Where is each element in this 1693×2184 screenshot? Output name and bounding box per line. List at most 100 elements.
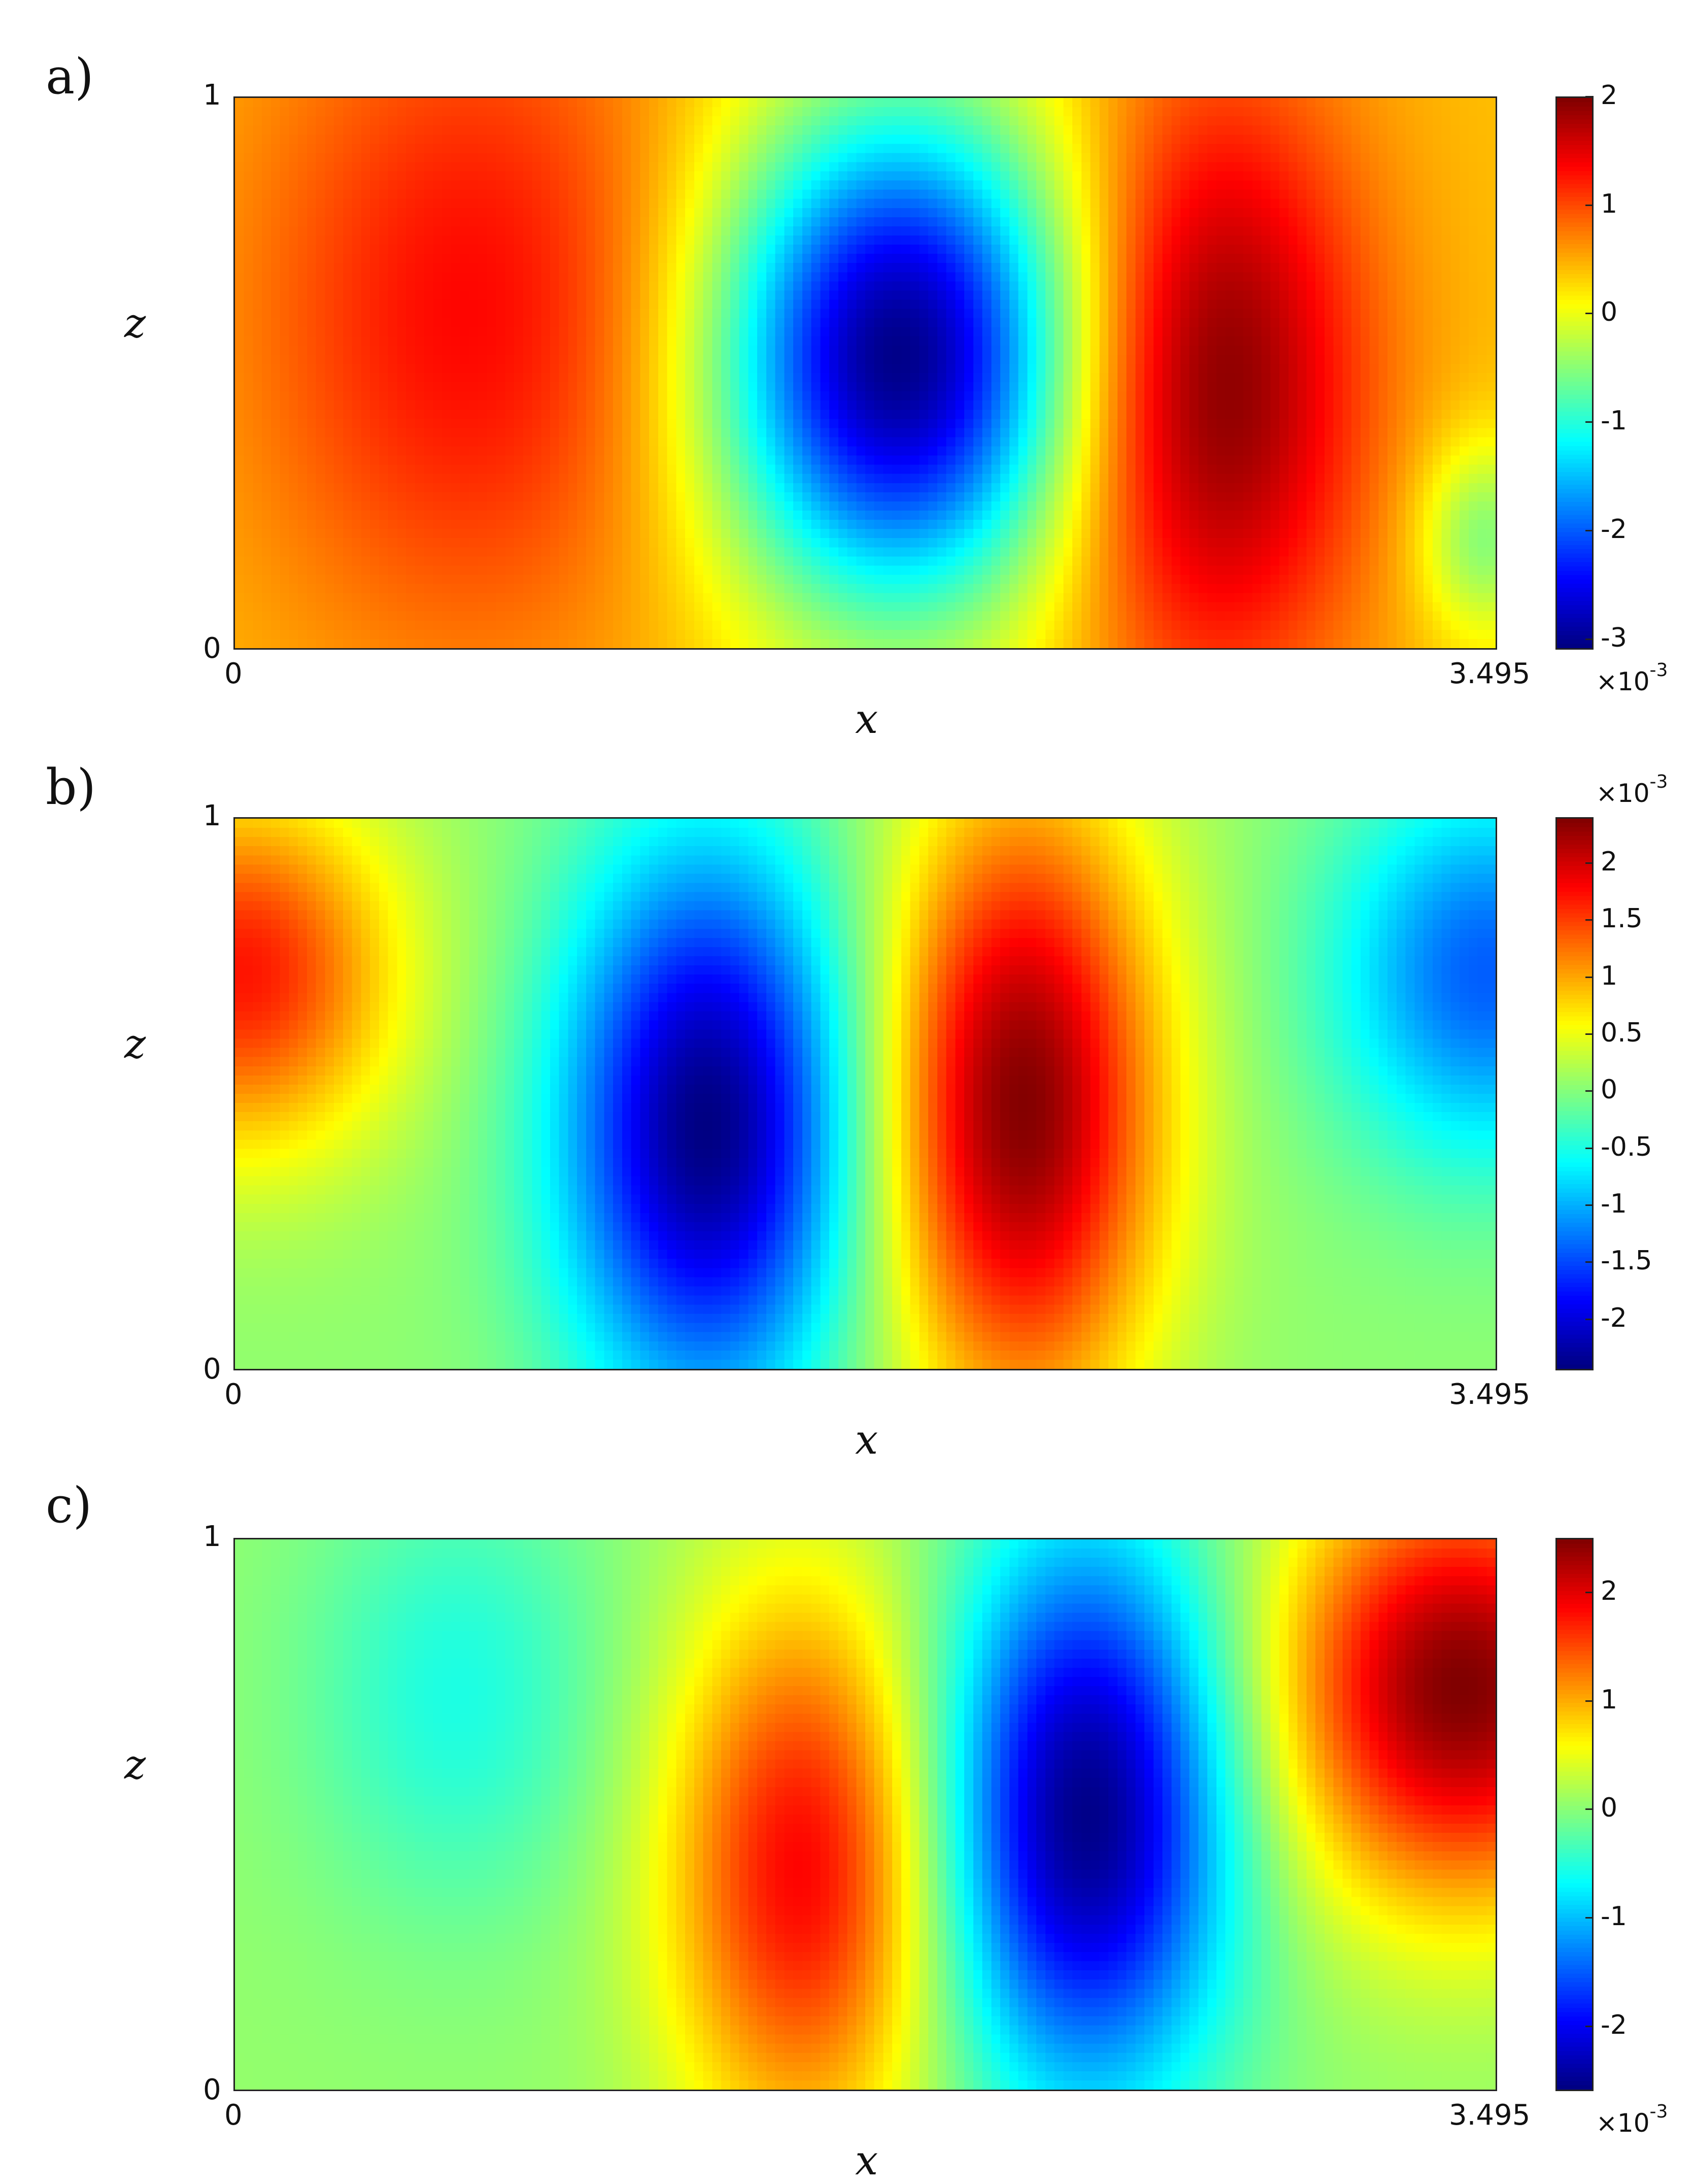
heatmap-cell xyxy=(262,236,272,245)
heatmap-cell xyxy=(1406,364,1415,374)
heatmap-cell xyxy=(1478,217,1487,227)
heatmap-cell xyxy=(991,153,1001,162)
heatmap-cell xyxy=(1118,107,1127,117)
heatmap-cell xyxy=(1378,391,1388,401)
heatmap-cell xyxy=(1154,125,1163,135)
heatmap-cell xyxy=(478,236,488,245)
heatmap-cell xyxy=(451,410,461,419)
heatmap-cell xyxy=(865,217,875,227)
heatmap-cell xyxy=(848,172,857,181)
heatmap-cell xyxy=(1027,400,1037,410)
heatmap-cell xyxy=(568,337,578,346)
heatmap-cell xyxy=(1334,98,1343,108)
heatmap-cell xyxy=(1118,263,1127,273)
heatmap-cell xyxy=(1226,382,1235,392)
heatmap-cell xyxy=(1262,199,1271,209)
heatmap-cell xyxy=(928,373,938,383)
heatmap-cell xyxy=(757,153,767,162)
heatmap-cell xyxy=(1469,327,1478,337)
heatmap-cell xyxy=(532,410,542,419)
heatmap-cell xyxy=(658,400,668,410)
heatmap-cell xyxy=(622,290,632,300)
heatmap-cell xyxy=(370,299,380,309)
heatmap-cell xyxy=(721,217,731,227)
heatmap-cell xyxy=(1009,190,1019,199)
heatmap-cell xyxy=(307,162,317,172)
heatmap-cell xyxy=(811,144,821,153)
heatmap-cell xyxy=(1486,318,1496,328)
heatmap-cell xyxy=(334,190,344,199)
heatmap-cell xyxy=(1198,410,1208,419)
heatmap-cell xyxy=(280,327,290,337)
heatmap-cell xyxy=(766,190,776,199)
heatmap-cell xyxy=(1442,135,1451,144)
heatmap-cell xyxy=(1171,337,1181,346)
heatmap-cell xyxy=(1154,391,1163,401)
heatmap-cell xyxy=(469,382,479,392)
heatmap-cell xyxy=(1216,245,1226,254)
heatmap-cell xyxy=(802,125,812,135)
heatmap-cell xyxy=(1406,309,1415,319)
heatmap-cell xyxy=(586,236,596,245)
heatmap-cell xyxy=(1000,263,1010,273)
heatmap-cell xyxy=(901,281,911,291)
heatmap-cell xyxy=(685,254,695,263)
heatmap-cell xyxy=(316,190,326,199)
heatmap-cell xyxy=(1460,400,1469,410)
heatmap-cell xyxy=(334,391,344,401)
heatmap-cell xyxy=(1063,144,1073,153)
heatmap-cell xyxy=(1226,327,1235,337)
heatmap-cell xyxy=(838,172,848,181)
heatmap-cell xyxy=(649,190,659,199)
heatmap-cell xyxy=(1424,190,1433,199)
heatmap-cell xyxy=(1127,190,1136,199)
heatmap-cell xyxy=(280,309,290,319)
heatmap-cell xyxy=(856,263,866,273)
heatmap-cell xyxy=(1433,125,1442,135)
heatmap-cell xyxy=(784,116,794,126)
heatmap-cell xyxy=(460,410,470,419)
heatmap-cell xyxy=(838,299,848,309)
heatmap-cell xyxy=(478,217,488,227)
heatmap-cell xyxy=(1226,299,1235,309)
heatmap-cell xyxy=(460,373,470,383)
heatmap-cell xyxy=(640,226,650,236)
heatmap-cell xyxy=(1315,327,1325,337)
heatmap-cell xyxy=(730,290,740,300)
heatmap-cell xyxy=(937,217,947,227)
heatmap-cell xyxy=(973,199,983,209)
heatmap-cell xyxy=(1135,162,1145,172)
heatmap-cell xyxy=(1414,391,1424,401)
heatmap-cell xyxy=(892,299,902,309)
heatmap-cell xyxy=(649,327,659,337)
heatmap-cell xyxy=(514,263,524,273)
heatmap-cell xyxy=(496,116,506,126)
heatmap-cell xyxy=(577,400,587,410)
heatmap-cell xyxy=(667,153,677,162)
heatmap-cell xyxy=(280,290,290,300)
heatmap-cell xyxy=(766,346,776,355)
heatmap-cell xyxy=(469,172,479,181)
heatmap-cell xyxy=(442,144,452,153)
heatmap-cell xyxy=(829,391,839,401)
heatmap-cell xyxy=(658,281,668,291)
heatmap-cell xyxy=(775,337,785,346)
heatmap-cell xyxy=(865,355,875,364)
heatmap-cell xyxy=(1019,116,1028,126)
heatmap-cell xyxy=(928,327,938,337)
heatmap-cell xyxy=(361,373,370,383)
heatmap-cell xyxy=(1190,153,1199,162)
heatmap-cell xyxy=(937,364,947,374)
heatmap-cell xyxy=(1442,290,1451,300)
heatmap-cell xyxy=(685,125,695,135)
heatmap-cell xyxy=(1135,217,1145,227)
heatmap-cell xyxy=(460,364,470,374)
heatmap-cell xyxy=(1027,410,1037,419)
heatmap-cell xyxy=(496,217,506,227)
heatmap-cell xyxy=(523,299,533,309)
heatmap-cell xyxy=(298,290,308,300)
heatmap-cell xyxy=(631,290,641,300)
heatmap-cell xyxy=(505,153,515,162)
heatmap-cell xyxy=(559,107,569,117)
heatmap-cell xyxy=(1234,391,1244,401)
